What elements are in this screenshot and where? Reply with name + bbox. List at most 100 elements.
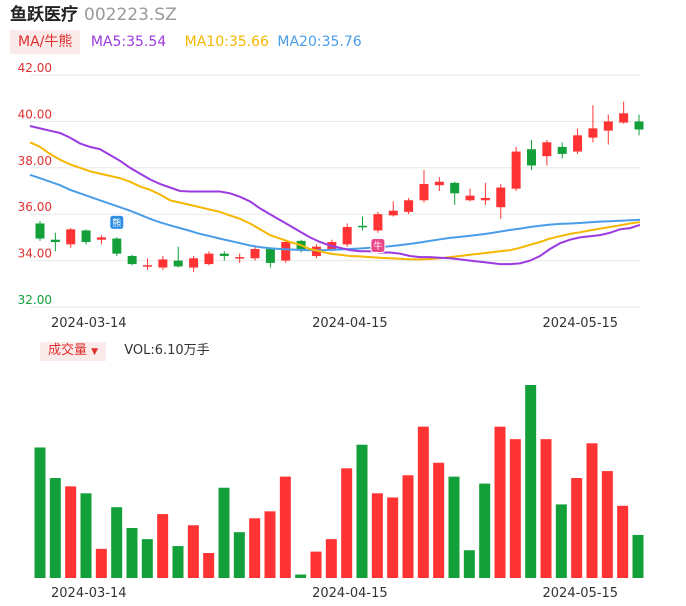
volume-bar bbox=[95, 548, 107, 578]
volume-bar bbox=[601, 471, 613, 578]
price-axis-label: 36.00 bbox=[18, 200, 52, 214]
candle-body bbox=[526, 149, 536, 166]
volume-bar bbox=[341, 468, 353, 578]
volume-bar bbox=[34, 447, 46, 578]
price-axis-label: 38.00 bbox=[18, 154, 52, 168]
volume-bar bbox=[157, 514, 169, 578]
ma10-line bbox=[29, 141, 641, 261]
candle-body bbox=[219, 253, 229, 256]
bull-icon-label: 牛 bbox=[373, 240, 382, 252]
candle-body bbox=[35, 223, 45, 239]
volume-bar bbox=[433, 462, 445, 578]
dropdown-arrow-icon: ▼ bbox=[91, 347, 99, 357]
candle-body bbox=[189, 258, 199, 268]
candle-body bbox=[496, 187, 506, 208]
volume-bar bbox=[632, 534, 644, 578]
ma20-label: MA20:35.76 bbox=[277, 34, 362, 50]
volume-indicator-label: 成交量 bbox=[48, 343, 88, 358]
volume-bar bbox=[233, 532, 245, 578]
candle-body bbox=[112, 238, 122, 254]
volume-bar bbox=[356, 444, 368, 578]
volume-bar bbox=[218, 487, 230, 578]
candle-body bbox=[143, 265, 153, 267]
bear-icon-shape bbox=[109, 214, 125, 230]
volume-bar bbox=[264, 511, 276, 578]
candle-body bbox=[127, 255, 137, 265]
price-axis-label: 40.00 bbox=[18, 107, 52, 121]
ma10-label: MA10:35.66 bbox=[184, 34, 269, 50]
candle-body bbox=[603, 121, 613, 131]
volume-bar bbox=[203, 553, 215, 578]
volume-bar bbox=[126, 528, 138, 578]
volume-date-axis-label: 2024-05-15 bbox=[543, 586, 619, 601]
candle-body bbox=[480, 197, 490, 201]
candle-body bbox=[358, 225, 368, 228]
volume-bar bbox=[325, 539, 337, 578]
volume-bar bbox=[49, 478, 61, 578]
candle-body bbox=[542, 142, 552, 157]
candle-body bbox=[404, 200, 414, 212]
candle-body bbox=[450, 182, 460, 194]
volume-legend: 成交量 ▼ VOL:6.10万手 bbox=[40, 342, 210, 361]
volume-bar bbox=[417, 426, 429, 578]
date-axis-label: 2024-05-15 bbox=[543, 316, 619, 331]
stock-code: 002223.SZ bbox=[84, 5, 177, 25]
candle-body bbox=[281, 242, 291, 261]
candle-body bbox=[634, 121, 644, 130]
ma-legend: MA/牛熊 MA5:35.54 MA10:35.66 MA20:35.76 bbox=[10, 30, 362, 54]
bull-icon-shape bbox=[370, 238, 386, 254]
volume-bar bbox=[279, 476, 291, 578]
candle-body bbox=[250, 249, 260, 259]
candle-body bbox=[434, 181, 444, 186]
price-axis-label: 42.00 bbox=[18, 61, 52, 75]
candle-body bbox=[204, 253, 214, 265]
bull-icon: 牛 bbox=[370, 238, 386, 254]
volume-bar bbox=[540, 439, 552, 578]
ma5-line bbox=[29, 125, 641, 266]
candle-body bbox=[373, 214, 383, 231]
candle-body bbox=[265, 249, 275, 263]
volume-bar bbox=[571, 478, 583, 578]
stock-title: 鱼跃医疗 002223.SZ bbox=[10, 4, 177, 26]
candle-body bbox=[81, 230, 91, 243]
volume-bar bbox=[509, 439, 521, 578]
volume-bar bbox=[463, 550, 475, 578]
volume-bar bbox=[371, 493, 383, 578]
candle-body bbox=[158, 259, 168, 268]
volume-bar bbox=[402, 475, 414, 578]
candle-body bbox=[342, 226, 352, 245]
stock-name: 鱼跃医疗 bbox=[10, 5, 78, 25]
volume-bar bbox=[525, 385, 537, 578]
volume-bar bbox=[111, 507, 123, 578]
candle-body bbox=[388, 210, 398, 216]
candle-body bbox=[235, 257, 245, 259]
ma-indicator-selector[interactable]: MA/牛熊 bbox=[10, 30, 81, 54]
candle-body bbox=[96, 237, 106, 240]
bear-icon-label: 熊 bbox=[112, 217, 121, 229]
volume-bar bbox=[617, 505, 629, 578]
volume-date-axis-label: 2024-03-14 bbox=[51, 586, 127, 601]
ma5-label: MA5:35.54 bbox=[90, 34, 167, 50]
volume-bar bbox=[555, 504, 567, 578]
candle-body bbox=[619, 113, 629, 123]
volume-bar bbox=[80, 493, 92, 578]
volume-indicator-selector[interactable]: 成交量 ▼ bbox=[40, 342, 107, 361]
volume-bar bbox=[387, 497, 399, 578]
candle-body bbox=[50, 239, 60, 243]
candle-body bbox=[66, 229, 76, 245]
volume-bar bbox=[65, 486, 77, 578]
candle-body bbox=[511, 151, 521, 189]
volume-bar bbox=[249, 518, 261, 578]
volume-bar bbox=[295, 574, 307, 578]
volume-bar bbox=[172, 546, 184, 578]
volume-bar bbox=[141, 539, 153, 578]
volume-bar bbox=[494, 426, 506, 578]
bear-icon: 熊 bbox=[109, 214, 125, 230]
volume-bar bbox=[187, 525, 199, 578]
candle-body bbox=[557, 146, 567, 154]
volume-bar bbox=[479, 483, 491, 578]
candle-body bbox=[465, 195, 475, 201]
candle-body bbox=[588, 128, 598, 138]
candle-body bbox=[173, 260, 183, 267]
